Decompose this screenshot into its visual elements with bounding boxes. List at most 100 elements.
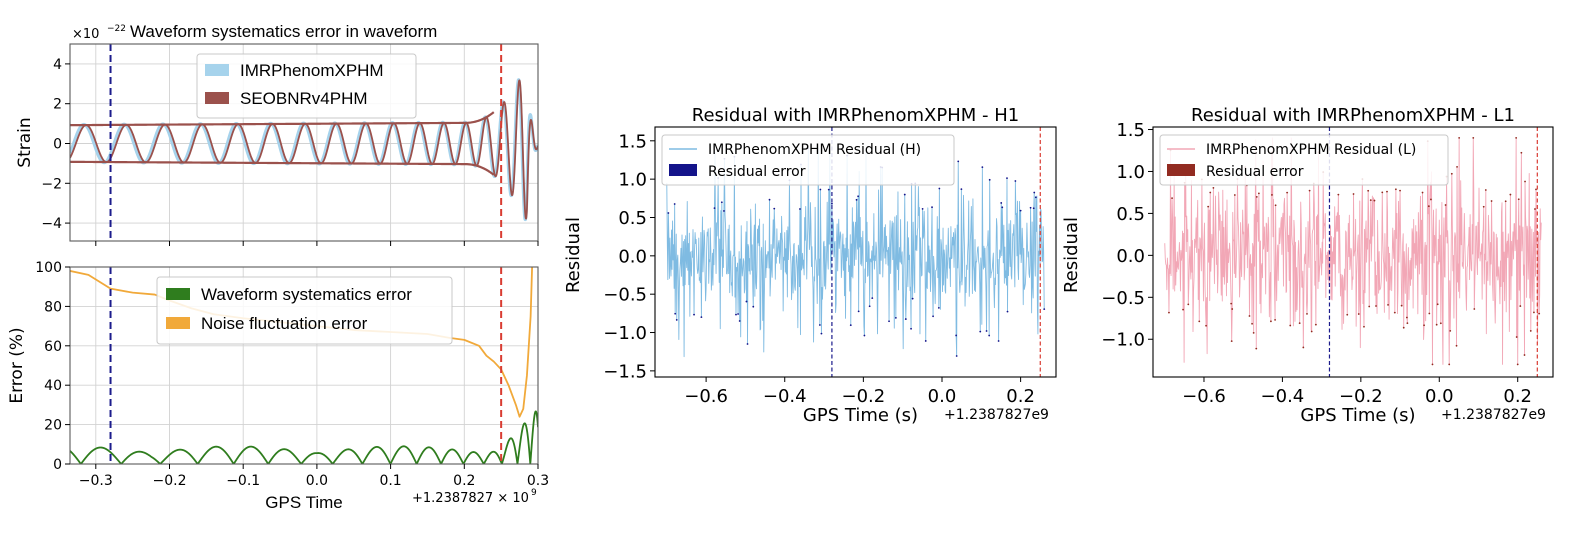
residual-error-point xyxy=(1310,330,1313,333)
residual-error-point xyxy=(1274,204,1277,207)
residual-error-point xyxy=(1519,305,1522,307)
residual-error-point xyxy=(713,207,716,210)
residual-error-point xyxy=(1298,322,1301,325)
residual-error-point xyxy=(720,201,723,204)
residual-error-point xyxy=(960,188,963,191)
residual-error-point xyxy=(745,300,748,303)
legend-swatch-error xyxy=(669,164,697,176)
y-tick-label: 1.5 xyxy=(618,131,647,152)
residual-error-point xyxy=(1490,200,1493,202)
y-tick-label: 1.5 xyxy=(1116,120,1145,141)
residual-error-point xyxy=(911,297,914,300)
residual-error-point xyxy=(937,306,940,309)
axes-frame xyxy=(654,126,1057,378)
x-tick-label: 0.2 xyxy=(1006,386,1035,407)
residual-error-point xyxy=(1257,192,1260,195)
x-tick-label: 0.2 xyxy=(453,473,475,489)
residual-error-point xyxy=(1019,209,1022,212)
residual-error-point xyxy=(700,316,703,318)
y-tick-label: −2 xyxy=(41,176,62,192)
residual-error-point xyxy=(1337,193,1340,196)
residual-error-point xyxy=(1473,308,1476,310)
x-tick-label: −0.4 xyxy=(1261,386,1305,407)
x-tick-label: −0.2 xyxy=(842,386,886,407)
residual-error-point xyxy=(981,166,984,169)
y-tick-label: 1.0 xyxy=(618,170,647,191)
residual-error-point xyxy=(1207,205,1210,208)
residual-error-point xyxy=(735,313,737,316)
residual-error-point xyxy=(1368,305,1371,308)
residual-error-point xyxy=(1252,331,1255,334)
y-tick-label: 40 xyxy=(44,378,62,394)
chart-strain: −4 −2 0 2 4 Strain ×10 −22 Waveform systematics … xyxy=(15,22,539,246)
residual-error-point xyxy=(799,208,801,210)
legend-label-systematics: Waveform systematics error xyxy=(201,285,412,304)
residual-error-point xyxy=(1439,322,1442,325)
residual-error-point xyxy=(1375,305,1377,307)
chart-title: Residual with IMRPhenomXPHM - L1 xyxy=(1191,105,1515,126)
residual-error-point xyxy=(932,315,934,318)
residual-error-point xyxy=(773,207,776,210)
y-tick-label: −1.5 xyxy=(603,361,647,382)
residual-error-point xyxy=(768,198,771,201)
residual-error-point xyxy=(1456,165,1458,168)
y-tick-label: 20 xyxy=(44,418,62,434)
residual-error-point xyxy=(1212,186,1215,189)
residual-error-point xyxy=(1436,303,1439,306)
residual-error-point xyxy=(1381,191,1384,194)
residual-error-point xyxy=(1373,199,1376,202)
y-tick-label: 0.0 xyxy=(618,246,647,267)
residual-error-point xyxy=(931,206,933,209)
residual-error-point xyxy=(1182,308,1184,311)
residual-error-point xyxy=(1248,315,1251,317)
residual-error-point xyxy=(957,160,960,163)
y-tick-label: 1.0 xyxy=(1116,162,1145,183)
residual-error-point xyxy=(1402,326,1405,329)
residual-error-point xyxy=(1271,194,1273,196)
x-tick-label: −0.3 xyxy=(79,473,113,489)
residual-error-point xyxy=(1308,189,1311,192)
residual-error-point xyxy=(1032,207,1035,210)
residual-error-point xyxy=(1516,363,1519,366)
residual-error-point xyxy=(1449,329,1452,332)
chart-error: −0.3 −0.2 −0.1 0.0 0.1 0.2 0.3 0 20 40 60 80 100 Erro… xyxy=(7,260,549,512)
residual-error-point xyxy=(1534,208,1536,210)
series-residual-line xyxy=(666,148,1045,358)
residual-error-point xyxy=(857,310,860,313)
residual-error-point xyxy=(1406,322,1409,325)
y-tick-label: 60 xyxy=(44,339,62,355)
residual-error-point xyxy=(820,332,823,335)
residual-error-point xyxy=(871,297,874,300)
residual-error-point xyxy=(979,330,982,333)
residual-error-point xyxy=(1386,190,1388,193)
legend-box xyxy=(156,276,453,345)
y-axis-label: Strain xyxy=(15,117,35,167)
residual-error-point xyxy=(1450,172,1453,175)
residual-error-point xyxy=(1231,308,1234,310)
residual-error-point xyxy=(904,318,907,320)
residual-error-point xyxy=(988,334,991,337)
residual-error-point xyxy=(1515,137,1518,139)
y-tick-label: 0.0 xyxy=(1116,246,1145,267)
envelope-lower xyxy=(70,160,495,176)
x-tick-label: 0.1 xyxy=(379,473,401,489)
chart-residual-h1: −0.6 −0.4 −0.2 0.0 0.2 −1.5 −1.0 −0.5 0.0 0.5 1.0 1… xyxy=(563,105,1057,426)
x-tick-label: 0.3 xyxy=(527,473,549,489)
residual-error-point xyxy=(1458,137,1461,139)
residual-error-point xyxy=(1274,318,1276,321)
residual-error-point xyxy=(1033,191,1036,194)
residual-error-point xyxy=(1533,311,1535,314)
residual-error-point xyxy=(1400,304,1403,307)
residual-error-point xyxy=(1255,347,1258,350)
legend-label-error: Residual error xyxy=(708,164,806,180)
residual-error-point xyxy=(1387,303,1389,306)
series-residual-line xyxy=(1164,137,1542,365)
residual-error-point xyxy=(1509,193,1512,196)
residual-error-point xyxy=(752,305,755,308)
residual-error-point xyxy=(827,188,830,191)
legend: IMRPhenomXPHM Residual (L) Residual error xyxy=(1159,134,1449,186)
chart-title: Waveform systematics error in waveform xyxy=(130,22,437,41)
x-tick-label: 0.0 xyxy=(1425,386,1454,407)
residual-error-point xyxy=(1428,312,1431,315)
residual-error-point xyxy=(1482,205,1485,208)
